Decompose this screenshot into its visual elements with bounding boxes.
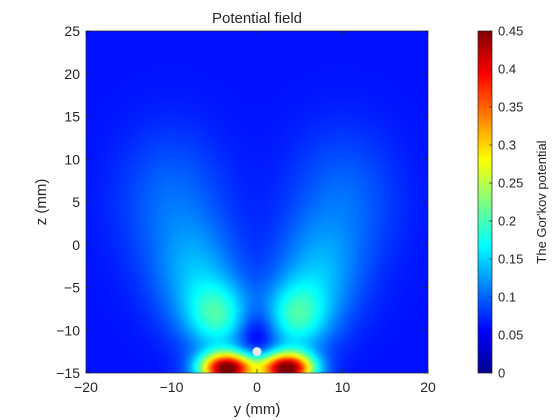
colorbar-tick-label: 0.05 — [498, 328, 523, 343]
y-tick-label: 15 — [64, 109, 80, 125]
colorbar-gradient — [478, 31, 492, 373]
y-tick-label: −15 — [56, 365, 80, 381]
x-tick-label: 10 — [335, 379, 351, 395]
colorbar-tick-label: 0.2 — [498, 214, 516, 229]
colorbar-tick-label: 0.15 — [498, 252, 523, 267]
x-tick-label: −20 — [74, 379, 98, 395]
y-tick-label: −10 — [56, 322, 80, 338]
y-tick-label: 20 — [64, 66, 80, 82]
y-tick-label: 25 — [64, 23, 80, 39]
x-tick-label: 0 — [253, 379, 261, 395]
colorbar-tick-label: 0.1 — [498, 290, 516, 305]
colorbar-tick-label: 0.3 — [498, 138, 516, 153]
colorbar-tick-label: 0.35 — [498, 100, 523, 115]
colorbar-tick-label: 0.4 — [498, 62, 516, 77]
y-tick-label: 10 — [64, 151, 80, 167]
heatmap-image — [86, 31, 428, 373]
colorbar-ticks: 0 0.05 0.1 0.15 0.2 0.25 0.3 0.35 0.4 0.45 — [489, 24, 523, 381]
particle-marker — [253, 347, 262, 356]
y-axis-label: z (mm) — [33, 179, 50, 226]
x-axis-label: y (mm) — [234, 401, 281, 418]
colorbar-label: The Gor'kov potential — [534, 140, 549, 263]
heatmap-plot-area — [86, 31, 428, 373]
colorbar: 0 0.05 0.1 0.15 0.2 0.25 0.3 0.35 0.4 0.45 The Go… — [478, 24, 549, 381]
colorbar-tick-label: 0 — [498, 366, 505, 381]
colorbar-tick-label: 0.25 — [498, 176, 523, 191]
x-tick-label: 20 — [420, 379, 436, 395]
colorbar-tick-label: 0.45 — [498, 24, 523, 39]
chart-title: Potential field — [212, 10, 302, 27]
y-tick-label: 0 — [72, 237, 80, 253]
y-tick-label: 5 — [72, 194, 80, 210]
x-tick-label: −10 — [160, 379, 184, 395]
y-tick-label: −5 — [64, 280, 80, 296]
